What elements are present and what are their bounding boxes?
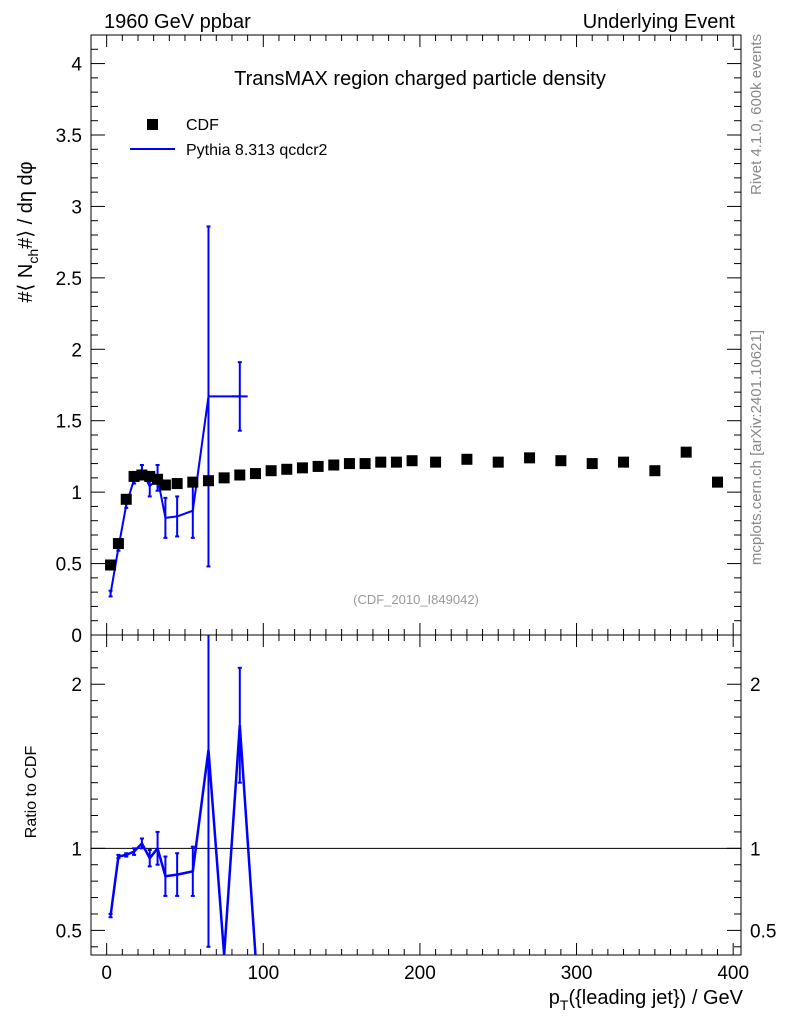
y-tick-label: 3 bbox=[71, 197, 82, 218]
ratio-y-tick-label-right: 1 bbox=[750, 839, 761, 860]
cdf-point bbox=[312, 460, 324, 472]
ratio-y-label: Ratio to CDF bbox=[23, 746, 40, 839]
cdf-point bbox=[281, 463, 293, 475]
cdf-series bbox=[105, 446, 724, 571]
main-y-label: #⟨ Nch#⟩ / dη dφ bbox=[15, 161, 41, 302]
cdf-point bbox=[112, 538, 124, 550]
ylabel-sub: ch bbox=[25, 249, 41, 264]
ylabel-part-1: #⟨ N bbox=[15, 264, 37, 303]
cdf-point bbox=[105, 559, 117, 571]
ratio-y-tick-label-right: 2 bbox=[750, 675, 761, 696]
legend-cdf-label: CDF bbox=[186, 117, 219, 134]
y-tick-label: 0.5 bbox=[56, 555, 82, 576]
cdf-point bbox=[390, 456, 402, 468]
legend-cdf-marker bbox=[147, 119, 158, 130]
cdf-point bbox=[618, 456, 630, 468]
cdf-point bbox=[375, 456, 387, 468]
cdf-point bbox=[406, 455, 418, 467]
x-tick-label: 100 bbox=[247, 963, 279, 984]
ratio-y-tick-label: 1 bbox=[71, 839, 82, 860]
main-plot: TransMAX region charged particle density… bbox=[15, 34, 742, 647]
y-tick-label: 0 bbox=[71, 626, 82, 647]
ratio-frame bbox=[90, 634, 742, 956]
cdf-point bbox=[136, 469, 148, 481]
y-tick-label: 1.5 bbox=[56, 412, 82, 433]
watermark: (CDF_2010_I849042) bbox=[353, 592, 479, 607]
cdf-point bbox=[171, 478, 183, 490]
cdf-point bbox=[187, 476, 199, 488]
cdf-point bbox=[159, 479, 171, 491]
ratio-y-tick-label: 0.5 bbox=[56, 921, 82, 942]
y-tick-label: 4 bbox=[71, 55, 82, 76]
cdf-point bbox=[296, 462, 308, 474]
xlabel-sub: T bbox=[560, 997, 569, 1013]
cdf-point bbox=[586, 458, 598, 470]
xlabel-main: p bbox=[549, 987, 560, 1009]
ratio-y-tick-label-right: 0.5 bbox=[750, 921, 776, 942]
main-x-ticks bbox=[106, 35, 734, 635]
cdf-point bbox=[120, 493, 132, 505]
cdf-point bbox=[555, 455, 567, 467]
legend-mc-label: Pythia 8.313 qcdcr2 bbox=[186, 142, 328, 159]
cdf-point bbox=[152, 473, 164, 485]
cdf-point bbox=[524, 452, 536, 464]
x-tick-label: 400 bbox=[717, 963, 749, 984]
ratio-y-tick-label: 2 bbox=[71, 675, 82, 696]
cdf-point bbox=[202, 475, 214, 487]
x-tick-label: 300 bbox=[561, 963, 593, 984]
x-tick-label: 0 bbox=[101, 963, 112, 984]
x-tick-label: 200 bbox=[404, 963, 436, 984]
cdf-point bbox=[265, 465, 277, 477]
cdf-point bbox=[234, 469, 246, 481]
cdf-point bbox=[249, 468, 261, 480]
mc-series bbox=[108, 225, 248, 598]
y-tick-label: 1 bbox=[71, 483, 82, 504]
rivet-label: Rivet 4.1.0, 600k events bbox=[748, 34, 765, 195]
cdf-point bbox=[712, 476, 724, 488]
mcplots-label: mcplots.cern.ch [arXiv:2401.10621] bbox=[748, 330, 765, 565]
xlabel-rest: ({leading jet}) / GeV bbox=[568, 987, 743, 1009]
cdf-point bbox=[218, 472, 230, 484]
cdf-point bbox=[144, 470, 156, 482]
cdf-point bbox=[680, 446, 692, 458]
cdf-point bbox=[461, 453, 473, 465]
y-tick-label: 2 bbox=[71, 340, 82, 361]
ratio-series bbox=[108, 635, 257, 956]
x-axis-label: pT({leading jet}) / GeV bbox=[549, 987, 744, 1013]
ylabel-part-2: #⟩ / dη dφ bbox=[15, 161, 37, 249]
header-left: 1960 GeV ppbar bbox=[104, 11, 251, 33]
cdf-point bbox=[492, 456, 504, 468]
y-tick-label: 3.5 bbox=[56, 126, 82, 147]
y-tick-label: 2.5 bbox=[56, 269, 82, 290]
cdf-point bbox=[128, 470, 140, 482]
cdf-point bbox=[430, 456, 442, 468]
cdf-point bbox=[649, 465, 661, 477]
main-y-ticks: 0 0.5 1 1.5 2 2.5 3 3.5 4 bbox=[56, 34, 741, 647]
ratio-plot: 0 100 200 300 400 0.5 0.5 1 1 2 2 Ratio to CDF bbox=[23, 634, 776, 984]
ratio-y-ticks: 0.5 0.5 1 1 2 2 bbox=[56, 650, 776, 948]
main-title: TransMAX region charged particle density bbox=[234, 68, 606, 90]
cdf-point bbox=[328, 459, 340, 471]
header-right: Underlying Event bbox=[583, 11, 736, 33]
ratio-x-ticks: 0 100 200 300 400 bbox=[101, 635, 749, 984]
legend: CDF Pythia 8.313 qcdcr2 bbox=[130, 117, 328, 159]
ratio-line bbox=[109, 725, 257, 956]
cdf-point bbox=[343, 458, 355, 470]
cdf-point bbox=[359, 458, 371, 470]
